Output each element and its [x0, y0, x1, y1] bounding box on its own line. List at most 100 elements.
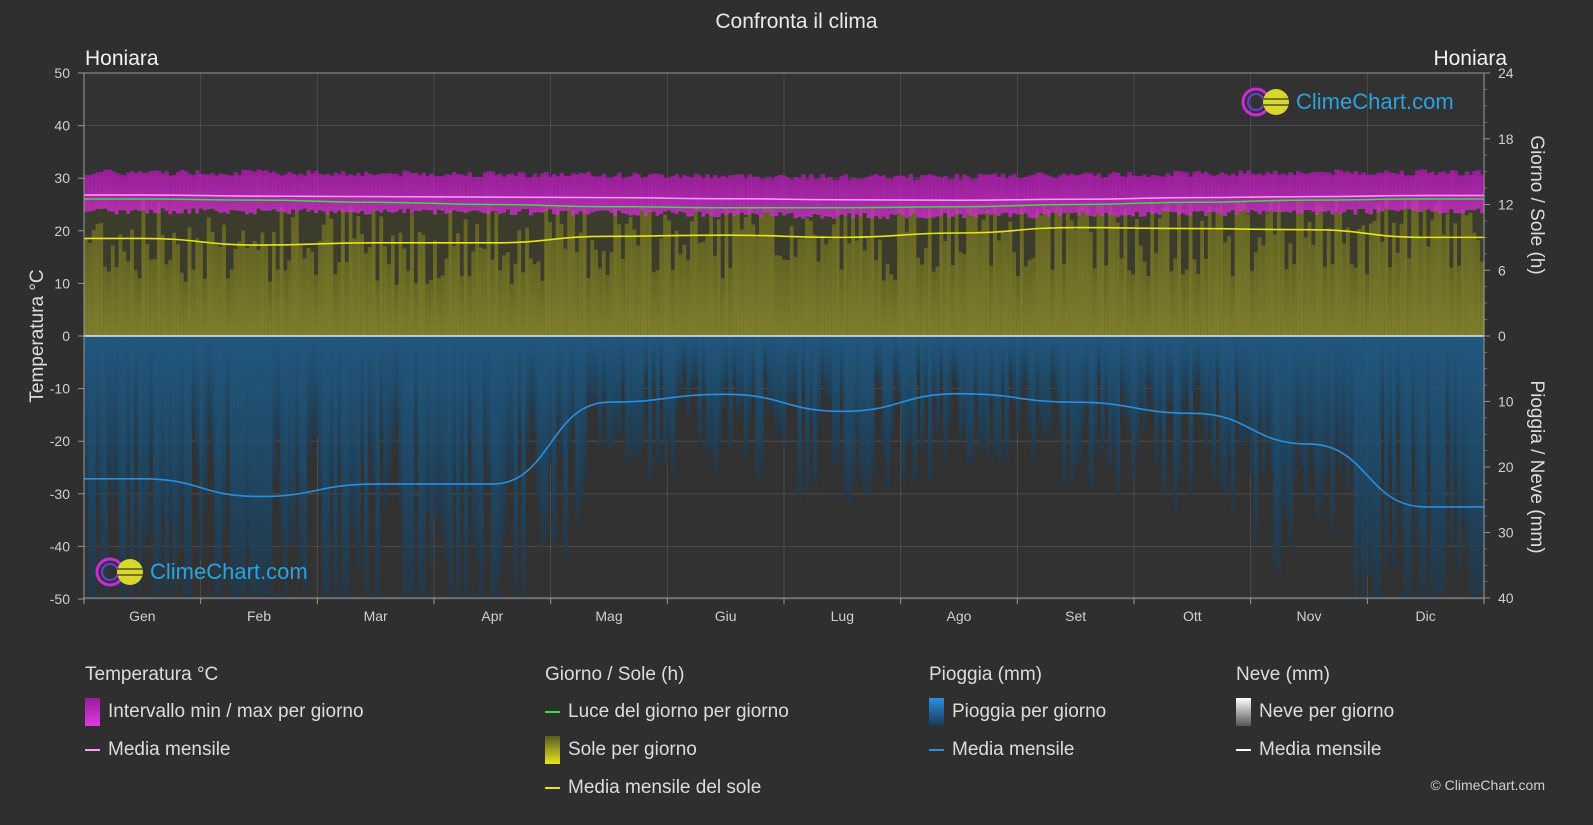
chart-title: Confronta il clima [715, 10, 878, 33]
sunshine-stripe [1081, 204, 1086, 336]
sunshine-stripe [390, 235, 396, 336]
sunshine-stripe [620, 258, 626, 336]
sunshine-stripe [1380, 241, 1385, 336]
sunshine-stripe [943, 241, 948, 336]
temp-range-stripe [1299, 172, 1305, 214]
temp-range-stripe [1322, 172, 1328, 212]
rain-stripe [1238, 336, 1243, 452]
rain-stripe [801, 336, 806, 393]
temp-range-stripe [1292, 174, 1297, 211]
sunshine-stripe [1230, 275, 1236, 336]
sunshine-stripe [498, 270, 503, 336]
rain-stripe [1388, 336, 1393, 466]
temp-range-stripe [970, 179, 975, 216]
temp-range-stripe [678, 178, 683, 212]
rain-stripe [1211, 336, 1217, 485]
temp-range-stripe [237, 174, 242, 211]
rain-stripe [1468, 336, 1474, 598]
rain-stripe [601, 336, 607, 402]
temp-range-stripe [1154, 175, 1159, 214]
sunshine-stripe [287, 260, 292, 336]
sunshine-stripe [1027, 259, 1032, 336]
temp-range-stripe [1062, 173, 1067, 214]
rain-stripe [805, 336, 810, 490]
rain-stripe [375, 336, 380, 598]
sunshine-stripe [1414, 199, 1420, 336]
rain-stripe [156, 336, 162, 591]
sunshine-stripe [99, 222, 104, 336]
rain-stripe [1092, 336, 1098, 455]
sunshine-stripe [222, 224, 227, 336]
sunshine-stripe [237, 241, 242, 336]
rain-stripe [1123, 336, 1128, 417]
temp-range-stripe [1480, 174, 1485, 214]
temp-range-stripe [1077, 175, 1082, 216]
sunshine-stripe [847, 243, 852, 336]
rain-stripe [782, 336, 787, 442]
temp-range-stripe [950, 179, 956, 217]
daylight-stripe [183, 199, 189, 336]
rain-stripe [1161, 336, 1167, 499]
sunshine-stripe [448, 210, 453, 336]
rain-stripe [1016, 336, 1021, 432]
brand-logo-top[interactable]: ClimeChart.com [1240, 86, 1454, 118]
temp-range-stripe [1108, 173, 1113, 216]
y-axis-title-left: Temperatura °C [27, 269, 48, 402]
rain-stripe [620, 336, 626, 390]
temp-range-stripe [1376, 172, 1382, 213]
sunshine-stripe [874, 260, 879, 336]
sunshine-stripe [555, 205, 561, 336]
sunshine-stripe [1062, 263, 1067, 336]
rain-stripe [667, 336, 672, 443]
temp-range-stripe [436, 175, 442, 210]
sunshine-stripe [1292, 264, 1297, 336]
daylight-stripe [1250, 201, 1255, 336]
sunshine-stripe [881, 280, 887, 336]
rain-stripe [528, 336, 534, 415]
daylight-stripe [889, 207, 894, 336]
sunshine-stripe [962, 253, 967, 336]
temp-range-stripe [862, 178, 868, 214]
sunshine-stripe [1338, 213, 1343, 336]
rain-stripe [916, 336, 921, 377]
rain-stripe [1257, 336, 1263, 432]
rain-stripe [1058, 336, 1063, 436]
sunshine-stripe [302, 258, 308, 336]
sunshine-stripe [1273, 234, 1278, 336]
rain-stripe [881, 336, 887, 457]
brand-logo-bottom[interactable]: ClimeChart.com [94, 556, 308, 588]
sunshine-stripe [183, 281, 189, 336]
sunshine-stripe [1123, 208, 1128, 336]
sunshine-stripe [1008, 221, 1013, 336]
sunshine-stripe [682, 244, 687, 336]
sunshine-stripe [851, 207, 856, 336]
sunshine-stripe [103, 266, 108, 336]
rain-stripe [1065, 336, 1071, 419]
rain-stripe [486, 336, 492, 486]
temp-range-stripe [601, 173, 607, 211]
sunshine-stripe [770, 207, 776, 336]
rain-stripe [720, 336, 726, 408]
rain-stripe [1342, 336, 1347, 456]
temp-range-stripe [720, 175, 726, 214]
rain-stripe [371, 336, 377, 491]
rain-stripe [1453, 336, 1458, 479]
temp-range-stripe [858, 179, 864, 217]
rain-stripe [1188, 336, 1194, 498]
rain-stripe [789, 336, 795, 403]
sunshine-stripe [156, 202, 162, 336]
sunshine-stripe [843, 216, 848, 336]
temp-range-stripe [314, 170, 319, 214]
temp-range-stripe [1457, 175, 1462, 214]
sunshine-stripe [713, 255, 718, 336]
rain-stripe [275, 336, 281, 438]
temp-range-stripe [1039, 172, 1044, 214]
sunshine-stripe [1372, 220, 1378, 336]
temp-range-stripe [268, 172, 273, 211]
rain-stripe [1242, 336, 1247, 441]
sunshine-stripe [805, 217, 810, 336]
rain-stripe [149, 336, 154, 457]
temp-range-stripe [1434, 174, 1439, 211]
rain-stripe [954, 336, 960, 387]
rain-swatch [929, 698, 944, 726]
